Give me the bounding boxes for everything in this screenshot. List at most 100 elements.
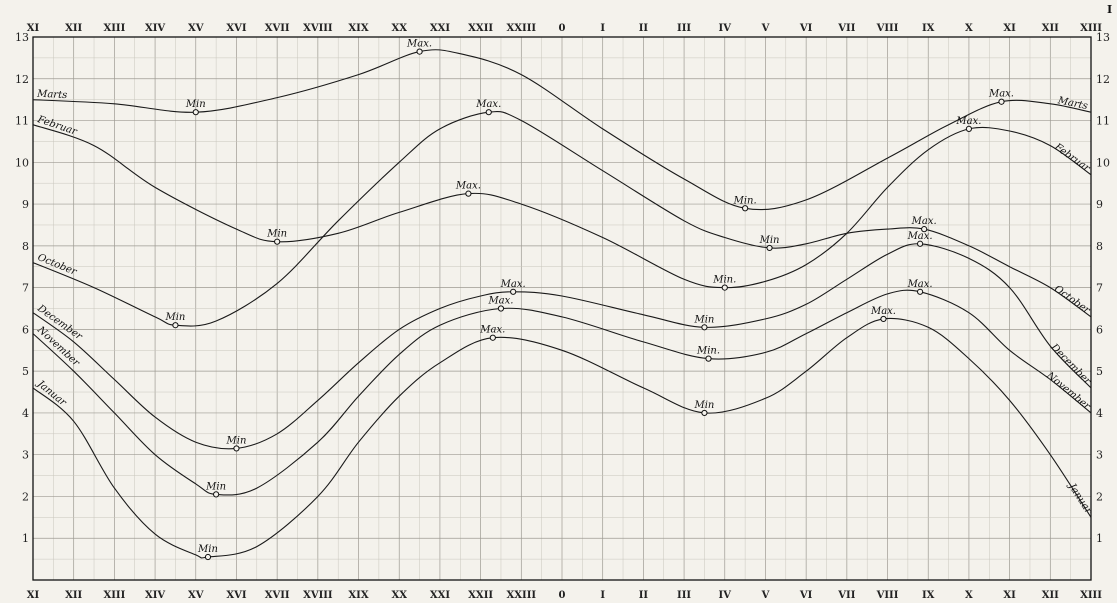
x-tick-label-top: XIV — [145, 23, 165, 34]
x-axis-top: XI XII XIII XIV XV XVI XVII XVIII XIX XX XXI XXII XX… — [27, 23, 1102, 34]
extremum-marker — [701, 324, 708, 331]
y-tick-label-left: 10 — [15, 156, 29, 169]
extremum-label: Min — [759, 235, 780, 246]
y-tick-label-right: 7 — [1096, 282, 1103, 295]
x-tick-label-top: VII — [837, 23, 855, 34]
x-tick-label-bottom: XX — [391, 590, 407, 601]
series-name-left: Februar — [35, 114, 79, 138]
x-axis-bottom: XI XII XIII XIV XV XVI XVII XVIII XIX XX XXI XXII XX… — [27, 590, 1102, 601]
y-tick-label-left: 11 — [15, 115, 29, 128]
extremum-label: Min — [164, 312, 185, 323]
extremum-label: Max. — [955, 116, 981, 127]
extremum-marker — [916, 288, 924, 295]
extremum-marker — [172, 322, 179, 329]
y-tick-label-right: 9 — [1096, 198, 1103, 211]
extremum-label: Max. — [907, 279, 933, 290]
x-tick-label-top: 0 — [559, 23, 566, 34]
x-tick-label-top: XIX — [348, 23, 368, 34]
x-tick-label-bottom: XII — [1042, 590, 1059, 601]
x-tick-label-top: XX — [391, 23, 407, 34]
extremum-marker — [721, 284, 728, 291]
extremum-marker — [766, 244, 773, 252]
extremum-label: Max. — [911, 216, 937, 227]
extremum-label: Max. — [455, 181, 481, 192]
y-tick-label-left: 5 — [22, 365, 29, 378]
x-tick-label-bottom: XI — [1003, 590, 1016, 601]
x-tick-label-bottom: XIII — [103, 590, 125, 601]
extremum-label: Min. — [712, 275, 736, 286]
series-name-right: Januar — [1065, 480, 1094, 517]
x-tick-label-top: XXIII — [507, 23, 537, 34]
extremum-marker — [921, 226, 928, 233]
x-tick-label-top: XI — [1003, 23, 1016, 34]
x-tick-label-top: XXI — [430, 23, 451, 34]
x-tick-label-top: III — [677, 23, 691, 34]
series-name-right: Februar — [1051, 141, 1092, 175]
x-tick-label-top: VIII — [876, 23, 899, 34]
x-tick-label-bottom: VI — [799, 590, 813, 601]
series-line — [32, 317, 1092, 559]
y-tick-label-right: 4 — [1096, 407, 1103, 420]
x-tick-label-bottom: II — [639, 590, 649, 601]
x-tick-label-bottom: XVI — [226, 590, 247, 601]
corner-label: I — [1107, 3, 1112, 16]
x-tick-label-bottom: XXIII — [507, 590, 537, 601]
x-tick-label-top: XVIII — [303, 23, 333, 34]
y-tick-label-left: 9 — [22, 198, 29, 211]
extremum-label: Min. — [733, 195, 757, 206]
x-tick-label-top: XII — [65, 23, 82, 34]
y-tick-label-right: 2 — [1096, 490, 1103, 503]
x-tick-label-top: VI — [799, 23, 813, 34]
series-name-left: Januar — [34, 377, 69, 409]
extremum-marker — [510, 288, 517, 295]
y-tick-label-left: 12 — [15, 73, 29, 86]
extremum-marker — [416, 48, 423, 55]
x-tick-label-bottom: I — [600, 590, 605, 601]
x-tick-label-bottom: VIII — [876, 590, 899, 601]
extremum-label: Max. — [870, 306, 896, 317]
x-tick-label-top: XXII — [468, 23, 493, 34]
x-tick-label-top: XI — [27, 23, 40, 34]
x-tick-label-top: XII — [1042, 23, 1059, 34]
extremum-label: Min — [266, 229, 287, 240]
extremum-marker — [880, 315, 887, 323]
extremum-label: Min — [185, 99, 206, 110]
extremum-label: Min. — [696, 346, 720, 357]
x-tick-label-top: V — [761, 23, 770, 34]
y-tick-label-right: 3 — [1096, 449, 1103, 462]
extremum-marker — [701, 409, 708, 417]
y-tick-label-right: 12 — [1096, 73, 1110, 86]
series-group: MartsMartsMinMax.Min.Max.FebruarFebruarM… — [32, 39, 1094, 561]
extremum-marker — [916, 240, 924, 247]
extremum-label: Max. — [500, 279, 526, 290]
extremum-marker — [233, 445, 240, 452]
extremum-label: Max. — [475, 99, 501, 110]
x-tick-label-bottom: XI — [27, 590, 40, 601]
x-tick-label-top: II — [639, 23, 649, 34]
x-tick-label-bottom: VII — [837, 590, 855, 601]
y-tick-label-right: 6 — [1096, 323, 1103, 336]
y-tick-label-right: 5 — [1096, 365, 1103, 378]
series-name-right: October — [1052, 283, 1093, 317]
extremum-marker — [965, 125, 973, 132]
x-tick-label-top: I — [600, 23, 605, 34]
x-tick-label-bottom: XV — [188, 590, 204, 601]
y-tick-label-left: 13 — [15, 31, 29, 44]
series-februar: Februar Februar Min Max. Min. Max. — [32, 114, 1093, 291]
extremum-label: Min — [226, 435, 247, 446]
x-tick-label-top: XV — [188, 23, 204, 34]
x-tick-label-top: XIII — [1080, 23, 1102, 34]
y-tick-label-left: 1 — [22, 532, 29, 545]
extremum-marker — [213, 491, 220, 498]
extremum-marker — [204, 553, 212, 561]
plot-frame — [32, 36, 1092, 581]
series-line — [32, 124, 1092, 289]
extremum-label: Max. — [487, 296, 513, 307]
x-tick-label-bottom: XXII — [468, 590, 493, 601]
extremum-label: Min — [693, 400, 714, 411]
y-tick-label-left: 2 — [22, 490, 29, 503]
extremum-marker — [705, 355, 712, 362]
extremum-marker — [192, 109, 199, 116]
